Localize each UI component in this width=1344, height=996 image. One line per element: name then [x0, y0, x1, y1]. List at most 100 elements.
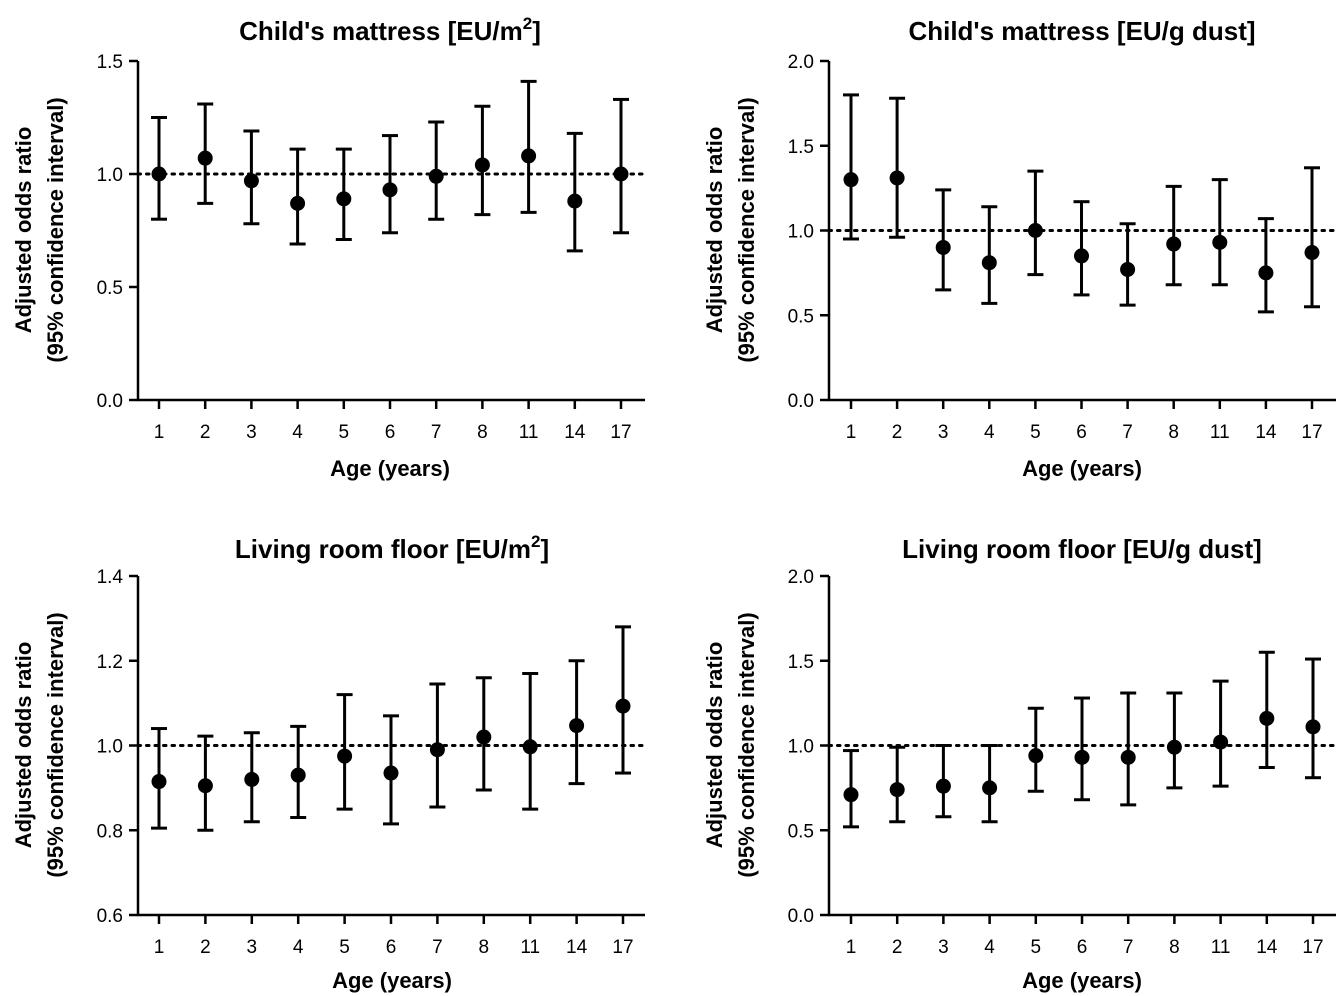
- x-tick-label: 4: [984, 422, 995, 443]
- data-point: [982, 780, 998, 796]
- y-tick-label: 2.0: [788, 52, 814, 73]
- x-tick-label: 5: [1031, 937, 1042, 958]
- x-tick-label: 3: [247, 937, 258, 958]
- x-tick-label: 5: [1030, 422, 1041, 443]
- x-tick-label: 1: [846, 937, 857, 958]
- data-point: [1074, 749, 1090, 765]
- x-tick-label: 2: [892, 937, 903, 958]
- data-point: [337, 748, 353, 764]
- data-point: [1166, 739, 1182, 755]
- panel-title: Child's mattress [EU/g dust]: [908, 16, 1255, 46]
- panel-title: Child's mattress [EU/m2]: [239, 14, 541, 46]
- data-point: [383, 765, 399, 781]
- y-tick-label: 1.0: [788, 222, 814, 243]
- data-point: [843, 787, 859, 803]
- data-point: [336, 191, 352, 207]
- y-axis-title-line2: (95% confidence interval): [43, 612, 68, 877]
- plot-area: 0.0 0.5 1.0 1.5 1 2 3 4 5 6 7 8 11 14 17: [97, 52, 647, 443]
- data-point: [889, 782, 905, 798]
- x-tick-label: 1: [846, 422, 857, 443]
- x-tick-label: 14: [566, 937, 588, 958]
- x-axis-title: Age (years): [332, 968, 452, 993]
- x-tick-label: 1: [154, 937, 165, 958]
- x-tick-label: 11: [520, 937, 540, 958]
- y-tick-label: 0.0: [788, 391, 814, 412]
- plot-area: 0.0 0.5 1.0 1.5 2.0 1 2 3 4 5 6 7 8 11 14 17: [788, 567, 1338, 958]
- x-tick-label: 3: [246, 422, 257, 443]
- x-tick-label: 6: [386, 937, 397, 958]
- data-point: [1120, 261, 1136, 277]
- x-tick-label: 11: [1211, 937, 1231, 958]
- data-point: [476, 729, 492, 745]
- x-tick-label: 7: [431, 422, 442, 443]
- y-tick-label: 0.0: [97, 391, 123, 412]
- panel-childs-mattress-eu-g-dust: Child's mattress [EU/g dust] Adjusted od…: [702, 16, 1338, 481]
- data-point: [1212, 234, 1228, 250]
- x-tick-label: 2: [892, 422, 903, 443]
- data-point: [935, 239, 951, 255]
- data-point: [1166, 236, 1182, 252]
- data-point: [522, 739, 538, 755]
- y-tick-label: 1.2: [97, 652, 123, 673]
- x-tick-label: 3: [938, 422, 949, 443]
- x-axis-title: Age (years): [1022, 456, 1142, 481]
- x-tick-label: 7: [432, 937, 443, 958]
- plot-area: 0.6 0.8 1.0 1.2 1.4 1 2 3 4 5 6 7 8 11 14 17: [97, 567, 647, 958]
- data-point: [290, 767, 306, 783]
- y-axis-title-line1: Adjusted odds ratio: [702, 642, 727, 849]
- data-point: [382, 182, 398, 198]
- y-tick-label: 1.0: [788, 737, 814, 758]
- x-tick-label: 17: [1302, 937, 1323, 958]
- x-tick-label: 2: [200, 937, 211, 958]
- x-tick-label: 11: [1210, 422, 1230, 443]
- y-tick-label: 1.4: [97, 567, 124, 588]
- y-tick-label: 0.5: [788, 306, 814, 327]
- data-point: [889, 170, 905, 186]
- data-point: [151, 774, 167, 790]
- data-point: [1305, 719, 1321, 735]
- data-point: [290, 195, 306, 211]
- data-point: [1027, 223, 1043, 238]
- y-tick-label: 1.5: [788, 137, 814, 158]
- x-tick-label: 5: [339, 937, 350, 958]
- y-tick-label: 0.6: [97, 906, 123, 927]
- y-tick-label: 0.8: [97, 821, 123, 842]
- data-point: [613, 166, 629, 182]
- x-tick-label: 4: [293, 937, 304, 958]
- panel-title: Living room floor [EU/m2]: [235, 532, 549, 564]
- data-point: [429, 742, 445, 758]
- plot-area: 0.0 0.5 1.0 1.5 2.0 1 2 3 4 5 6 7 8 11 14 17: [788, 52, 1338, 443]
- data-point: [1213, 734, 1229, 750]
- y-tick-label: 0.5: [788, 821, 814, 842]
- y-tick-label: 1.5: [788, 652, 814, 673]
- data-point: [981, 255, 997, 271]
- x-tick-label: 17: [610, 422, 631, 443]
- x-tick-label: 8: [479, 937, 490, 958]
- x-tick-label: 6: [1076, 422, 1087, 443]
- x-tick-label: 7: [1123, 937, 1134, 958]
- y-axis-title-line2: (95% confidence interval): [734, 97, 759, 362]
- x-axis-title: Age (years): [1022, 968, 1142, 993]
- x-tick-label: 14: [1256, 937, 1278, 958]
- y-tick-label: 1.0: [97, 165, 123, 186]
- data-point: [244, 771, 260, 787]
- x-axis-title: Age (years): [330, 456, 450, 481]
- data-point: [1028, 748, 1044, 764]
- x-tick-label: 4: [984, 937, 995, 958]
- data-point: [1304, 245, 1320, 261]
- panel-living-room-floor-eu-g-dust: Living room floor [EU/g dust] Adjusted o…: [702, 534, 1338, 993]
- data-point: [197, 150, 213, 166]
- data-point: [428, 168, 444, 184]
- data-point: [1258, 265, 1274, 281]
- data-point: [935, 778, 951, 794]
- x-tick-label: 17: [612, 937, 633, 958]
- x-tick-label: 3: [938, 937, 949, 958]
- panel-living-room-floor-eu-m2: Living room floor [EU/m2] Adjusted odds …: [11, 532, 647, 993]
- y-axis-title-line1: Adjusted odds ratio: [11, 127, 36, 334]
- x-tick-label: 2: [200, 422, 211, 443]
- y-tick-label: 0.0: [788, 906, 814, 927]
- data-point: [197, 778, 213, 794]
- x-tick-label: 14: [1255, 422, 1277, 443]
- y-axis-title-line2: (95% confidence interval): [43, 97, 68, 362]
